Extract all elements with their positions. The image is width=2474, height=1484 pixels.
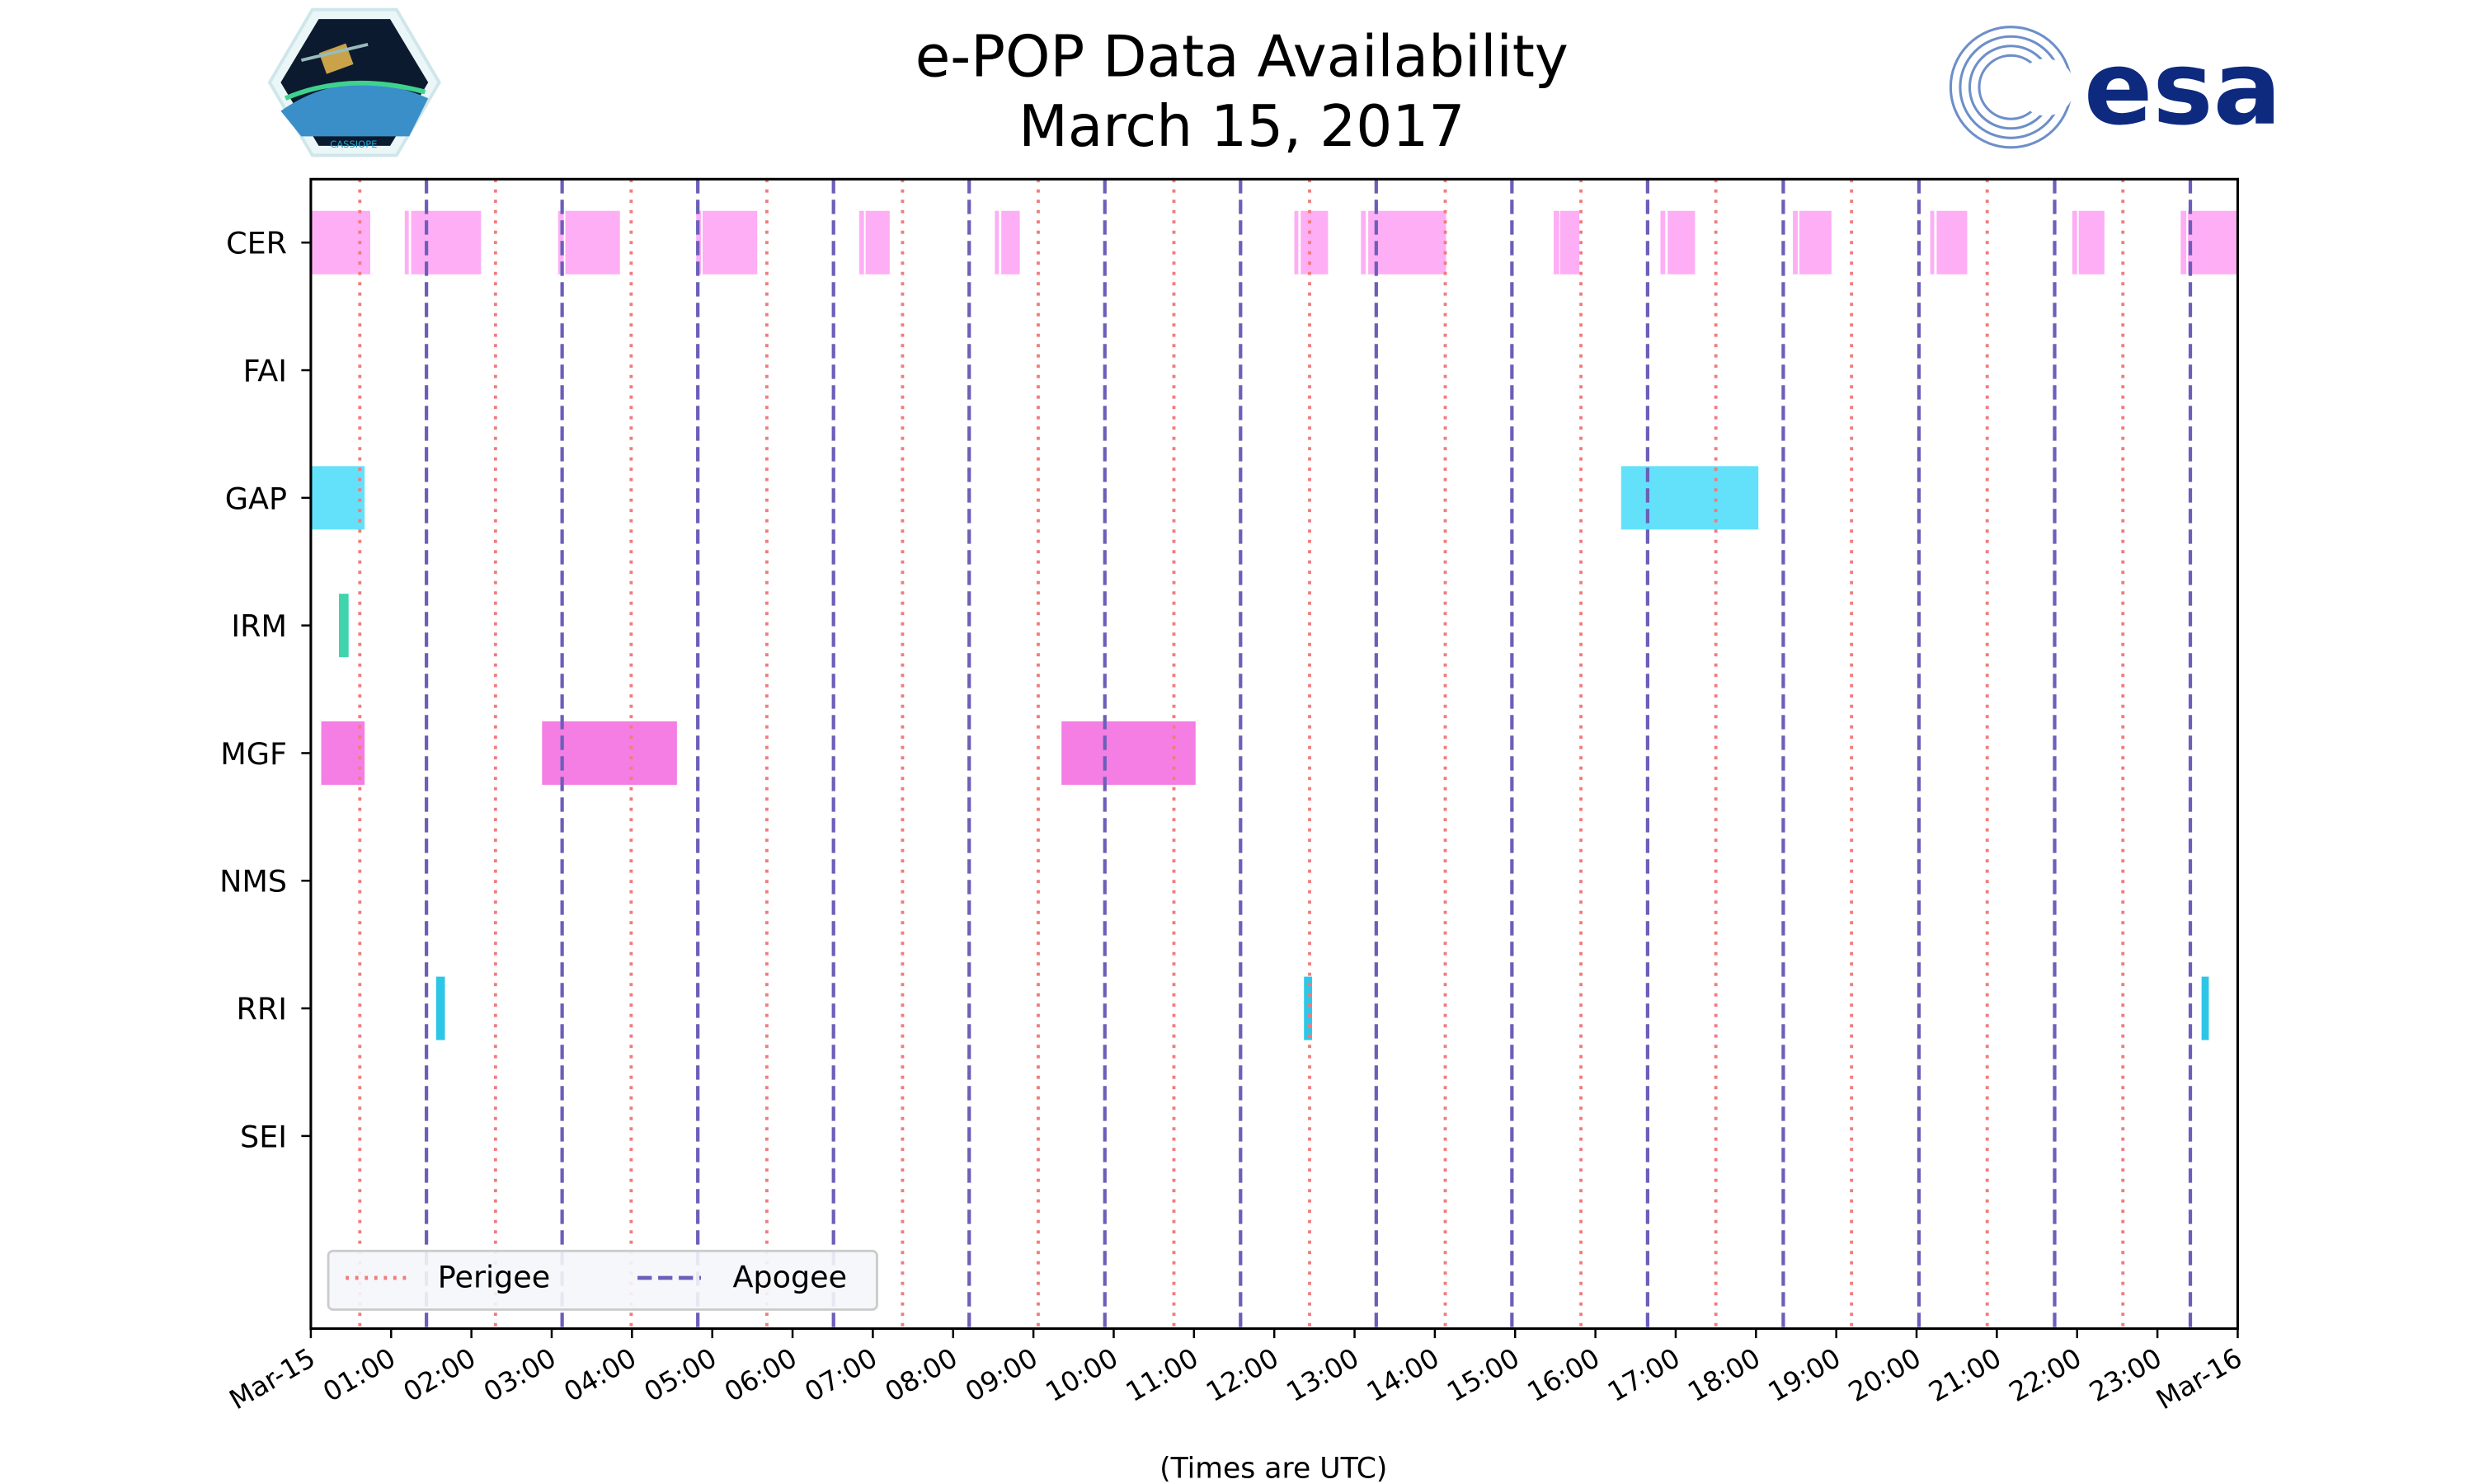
bar-cer [1660, 210, 1666, 275]
bar-mgf [1061, 721, 1196, 785]
bar-cer [1936, 210, 1968, 275]
cassiope-logo: CASSIOPE [267, 7, 441, 157]
x-axis: Mar-1501:0002:0003:0004:0005:0006:0007:0… [224, 1328, 2247, 1416]
bar-cer [1294, 210, 1299, 275]
y-tick-label: MGF [220, 736, 287, 772]
esa-logo: esa [1949, 26, 2282, 149]
bar-cer [1930, 210, 1935, 275]
bar-cer [2180, 210, 2187, 275]
x-tick-label: 02:00 [398, 1342, 482, 1408]
legend: Perigee Apogee [327, 1249, 878, 1311]
x-tick-label: 21:00 [1924, 1342, 2007, 1408]
legend-perigee-label: Perigee [438, 1260, 550, 1295]
x-tick-label: Mar-16 [2151, 1342, 2247, 1416]
x-tick-label: 03:00 [478, 1342, 562, 1408]
x-tick-label: 19:00 [1763, 1342, 1846, 1408]
x-tick-label: 09:00 [960, 1342, 1043, 1408]
plot-area [310, 179, 2238, 1329]
chart-subtitle: March 15, 2017 [1018, 94, 1465, 160]
y-tick-label: NMS [219, 864, 287, 899]
y-axis: CER FAI GAP IRM MGF NMS RRI SEI [219, 226, 311, 1154]
bar-irm [338, 594, 349, 658]
y-tick-label: IRM [231, 608, 287, 644]
x-tick-label: 12:00 [1201, 1342, 1284, 1408]
x-tick-label: 18:00 [1682, 1342, 1766, 1408]
bar-cer [1793, 210, 1798, 275]
bar-gap [310, 466, 365, 530]
y-tick-label: SEI [240, 1119, 287, 1154]
bar-cer [703, 210, 758, 275]
bar-cer [1001, 210, 1020, 275]
bar-cer [858, 210, 864, 275]
bar-gap [1620, 466, 1759, 530]
x-tick-label: 13:00 [1282, 1342, 1365, 1408]
chart-title: e-POP Data Availability [915, 24, 1569, 90]
x-tick-label: 20:00 [1843, 1342, 1926, 1408]
cassiope-logo-text: CASSIOPE [330, 139, 377, 150]
bar-rri [1304, 976, 1312, 1040]
bar-cer [404, 210, 409, 275]
x-tick-label: 06:00 [719, 1342, 802, 1408]
x-tick-label: 15:00 [1442, 1342, 1525, 1408]
x-tick-label: 22:00 [2004, 1342, 2087, 1408]
bar-cer [1368, 210, 1446, 275]
bar-mgf [321, 721, 365, 785]
bar-cer [1667, 210, 1696, 275]
bar-cer [1553, 210, 1559, 275]
bar-cer [2188, 210, 2238, 275]
bar-cer [565, 210, 620, 275]
x-tick-label: 01:00 [317, 1342, 401, 1408]
bar-cer [1361, 210, 1366, 275]
x-tick-label: 10:00 [1041, 1342, 1124, 1408]
esa-logo-text: esa [2084, 31, 2282, 148]
x-tick-label: 08:00 [880, 1342, 963, 1408]
legend-apogee-label: Apogee [732, 1260, 847, 1295]
bar-cer [995, 210, 999, 275]
bar-cer [865, 210, 890, 275]
bar-cer [2072, 210, 2077, 275]
bar-rri [2201, 976, 2209, 1040]
bar-cer [1559, 210, 1580, 275]
x-tick-label: 05:00 [639, 1342, 722, 1408]
bar-cer [1300, 210, 1329, 275]
bar-cer [1799, 210, 1832, 275]
bar-mgf [542, 721, 677, 785]
x-tick-label: 16:00 [1522, 1342, 1606, 1408]
x-tick-label: 11:00 [1121, 1342, 1204, 1408]
y-tick-label: RRI [237, 992, 288, 1027]
bar-rri [435, 976, 445, 1040]
x-tick-label: 07:00 [800, 1342, 883, 1408]
x-axis-label: (Times are UTC) [1159, 1452, 1387, 1484]
x-tick-label: 23:00 [2084, 1342, 2167, 1408]
bar-cer [2078, 210, 2105, 275]
x-tick-label: 14:00 [1362, 1342, 1445, 1408]
y-tick-label: GAP [225, 481, 287, 516]
x-tick-label: 17:00 [1602, 1342, 1686, 1408]
y-tick-label: FAI [243, 354, 287, 389]
bar-cer [411, 210, 482, 275]
y-tick-label: CER [226, 226, 287, 261]
x-tick-label: Mar-15 [224, 1342, 321, 1416]
x-tick-label: 04:00 [558, 1342, 642, 1408]
